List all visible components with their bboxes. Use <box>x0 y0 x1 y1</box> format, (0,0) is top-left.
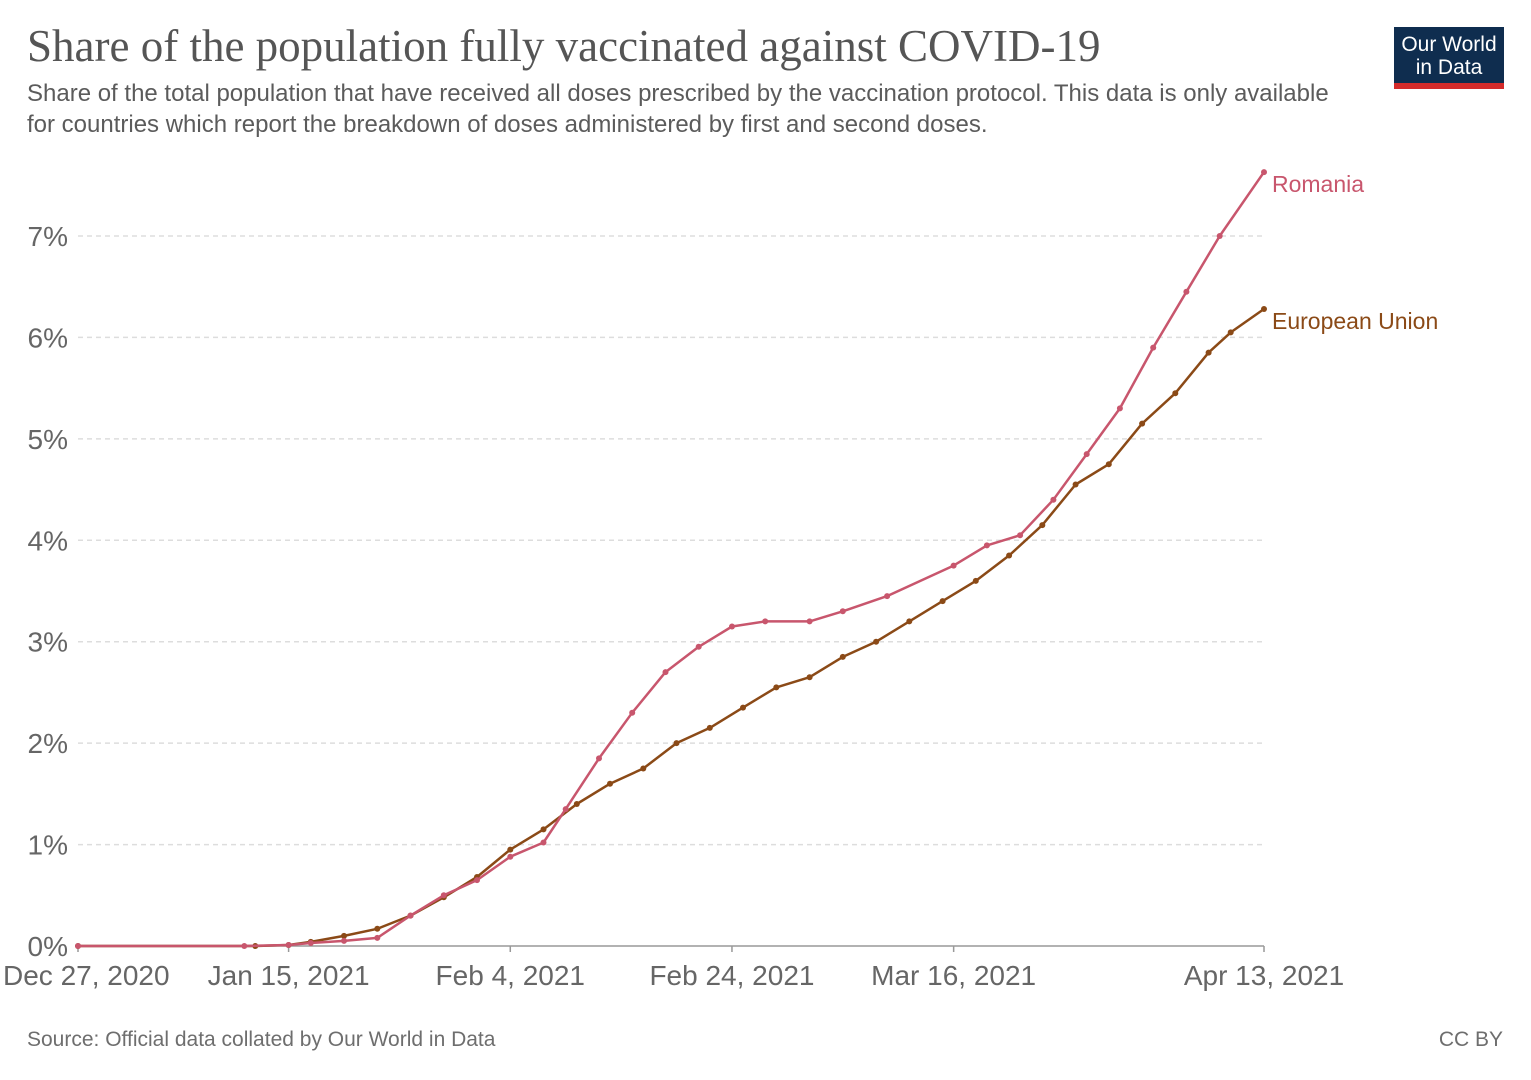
data-point-romania <box>1183 288 1190 295</box>
data-point-romania <box>1261 169 1267 176</box>
data-point-european-union <box>773 684 780 691</box>
data-point-european-union <box>706 724 713 731</box>
logo-line-1: Our World <box>1401 33 1497 56</box>
series-line-romania <box>78 171 1266 948</box>
y-tick-label: 4% <box>28 525 68 556</box>
chart-title: Share of the population fully vaccinated… <box>27 21 1101 71</box>
data-point-romania <box>695 643 702 650</box>
data-point-european-union <box>806 674 813 681</box>
data-point-european-union <box>839 653 846 660</box>
data-point-european-union <box>1172 390 1179 397</box>
data-point-romania <box>507 853 514 860</box>
owid-logo[interactable]: Our World in Data <box>1394 27 1504 89</box>
data-point-romania <box>474 877 480 884</box>
x-tick-label: Dec 27, 2020 <box>3 960 170 991</box>
y-tick-label: 7% <box>28 221 68 252</box>
data-point-european-union <box>673 740 680 747</box>
data-point-european-union <box>1039 522 1046 529</box>
data-point-romania <box>839 608 846 615</box>
x-tick-label: Feb 4, 2021 <box>436 960 585 991</box>
data-point-european-union <box>740 704 746 711</box>
data-point-romania <box>75 943 81 949</box>
x-tick-label: Mar 16, 2021 <box>871 960 1036 991</box>
data-point-romania <box>884 593 891 600</box>
data-point-european-union <box>1227 329 1234 336</box>
data-point-romania <box>1083 451 1090 458</box>
data-point-romania <box>806 618 813 625</box>
y-tick-label: 0% <box>28 931 68 962</box>
y-tick-label: 6% <box>28 322 68 353</box>
data-point-romania <box>762 618 769 625</box>
y-tick-label: 5% <box>28 424 68 455</box>
y-tick-label: 2% <box>28 728 68 759</box>
data-point-european-union <box>1139 420 1146 427</box>
logo-line-2: in Data <box>1415 56 1483 79</box>
data-point-romania <box>1216 233 1223 239</box>
data-point-european-union <box>972 577 979 584</box>
data-point-european-union <box>1105 461 1112 468</box>
series-line-european-union <box>78 307 1265 948</box>
data-point-romania <box>374 934 381 941</box>
data-point-european-union <box>540 826 547 833</box>
data-point-european-union <box>1205 349 1212 356</box>
data-point-romania <box>241 943 248 949</box>
data-point-european-union <box>939 598 946 605</box>
data-point-romania <box>662 669 669 676</box>
data-point-romania <box>983 542 990 549</box>
x-tick-label: Jan 15, 2021 <box>208 960 370 991</box>
data-point-romania <box>596 755 602 762</box>
data-point-european-union <box>1072 481 1079 488</box>
x-tick-label: Apr 13, 2021 <box>1184 960 1344 991</box>
chart-subtitle: Share of the total population that have … <box>27 80 1329 138</box>
data-point-romania <box>950 562 957 569</box>
data-point-european-union <box>1261 306 1267 312</box>
data-point-romania <box>407 912 414 919</box>
data-point-european-union <box>607 780 613 787</box>
source-note: Source: Official data collated by Our Wo… <box>27 1028 496 1051</box>
data-point-romania <box>729 623 735 630</box>
data-point-romania <box>1116 405 1123 412</box>
data-point-romania <box>1050 496 1057 503</box>
data-point-romania <box>1017 532 1024 539</box>
data-point-european-union <box>573 801 580 807</box>
data-point-romania <box>307 940 314 946</box>
data-point-romania <box>629 709 636 716</box>
data-point-romania <box>562 806 569 813</box>
series-label-european-union: European Union <box>1272 308 1438 334</box>
data-point-european-union <box>640 765 647 772</box>
y-tick-label: 1% <box>28 830 68 861</box>
data-point-european-union <box>374 925 381 932</box>
data-point-european-union <box>906 618 913 625</box>
license-link[interactable]: CC BY <box>1438 1028 1503 1051</box>
series-label-romania: Romania <box>1272 171 1364 197</box>
data-point-european-union <box>873 638 880 645</box>
data-point-european-union <box>1006 552 1013 559</box>
data-point-romania <box>285 942 292 948</box>
y-tick-label: 3% <box>28 627 68 658</box>
data-point-romania <box>540 839 547 846</box>
data-point-european-union <box>341 932 347 939</box>
line-chart: 0% 1% 2% 3% 4% 5% 6% 7% Dec 27, 2020 Jan 15, 2021… <box>3 169 1438 991</box>
data-point-romania <box>440 892 447 899</box>
data-point-romania <box>341 937 347 944</box>
data-point-romania <box>1150 344 1157 351</box>
data-point-european-union <box>507 846 514 853</box>
x-tick-label: Feb 24, 2021 <box>649 960 814 991</box>
